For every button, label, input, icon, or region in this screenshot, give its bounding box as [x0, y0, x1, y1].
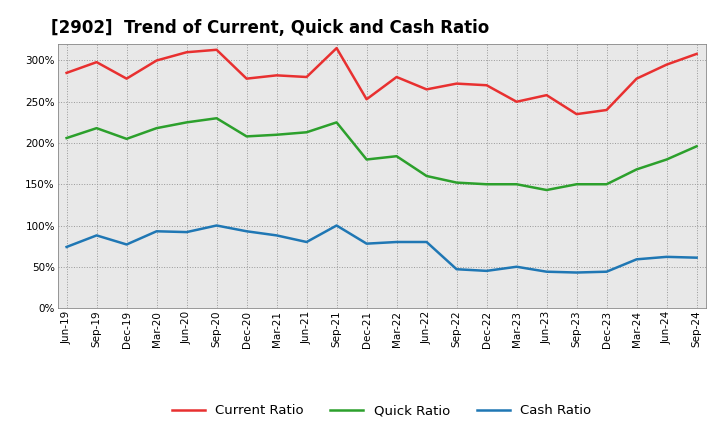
Current Ratio	[422, 87, 431, 92]
Current Ratio	[272, 73, 281, 78]
Quick Ratio	[662, 157, 671, 162]
Quick Ratio	[242, 134, 251, 139]
Cash Ratio	[153, 229, 161, 234]
Current Ratio	[632, 76, 641, 81]
Current Ratio	[62, 70, 71, 76]
Quick Ratio	[482, 182, 491, 187]
Cash Ratio	[242, 229, 251, 234]
Cash Ratio	[272, 233, 281, 238]
Cash Ratio	[122, 242, 131, 247]
Cash Ratio	[513, 264, 521, 269]
Quick Ratio	[632, 167, 641, 172]
Quick Ratio	[542, 187, 551, 193]
Current Ratio	[362, 97, 371, 102]
Cash Ratio	[392, 239, 401, 245]
Current Ratio	[92, 59, 101, 65]
Quick Ratio	[422, 173, 431, 179]
Quick Ratio	[153, 125, 161, 131]
Text: [2902]  Trend of Current, Quick and Cash Ratio: [2902] Trend of Current, Quick and Cash …	[51, 19, 490, 37]
Quick Ratio	[452, 180, 461, 185]
Cash Ratio	[362, 241, 371, 246]
Cash Ratio	[602, 269, 611, 275]
Line: Cash Ratio: Cash Ratio	[66, 225, 697, 272]
Quick Ratio	[212, 116, 221, 121]
Current Ratio	[542, 92, 551, 98]
Cash Ratio	[693, 255, 701, 260]
Line: Current Ratio: Current Ratio	[66, 48, 697, 114]
Current Ratio	[572, 111, 581, 117]
Cash Ratio	[662, 254, 671, 260]
Current Ratio	[482, 83, 491, 88]
Cash Ratio	[482, 268, 491, 274]
Current Ratio	[392, 74, 401, 80]
Current Ratio	[242, 76, 251, 81]
Quick Ratio	[513, 182, 521, 187]
Quick Ratio	[693, 143, 701, 149]
Cash Ratio	[632, 257, 641, 262]
Legend: Current Ratio, Quick Ratio, Cash Ratio: Current Ratio, Quick Ratio, Cash Ratio	[166, 399, 597, 423]
Current Ratio	[182, 50, 191, 55]
Quick Ratio	[392, 154, 401, 159]
Current Ratio	[153, 58, 161, 63]
Cash Ratio	[333, 223, 341, 228]
Quick Ratio	[362, 157, 371, 162]
Cash Ratio	[452, 267, 461, 272]
Cash Ratio	[92, 233, 101, 238]
Current Ratio	[122, 76, 131, 81]
Quick Ratio	[333, 120, 341, 125]
Quick Ratio	[182, 120, 191, 125]
Line: Quick Ratio: Quick Ratio	[66, 118, 697, 190]
Cash Ratio	[182, 230, 191, 235]
Current Ratio	[333, 45, 341, 51]
Quick Ratio	[272, 132, 281, 137]
Cash Ratio	[572, 270, 581, 275]
Quick Ratio	[602, 182, 611, 187]
Cash Ratio	[212, 223, 221, 228]
Current Ratio	[693, 51, 701, 56]
Quick Ratio	[572, 182, 581, 187]
Cash Ratio	[542, 269, 551, 275]
Current Ratio	[452, 81, 461, 86]
Quick Ratio	[62, 136, 71, 141]
Cash Ratio	[422, 239, 431, 245]
Current Ratio	[513, 99, 521, 104]
Quick Ratio	[122, 136, 131, 142]
Current Ratio	[302, 74, 311, 80]
Quick Ratio	[302, 130, 311, 135]
Current Ratio	[662, 62, 671, 67]
Current Ratio	[602, 107, 611, 113]
Cash Ratio	[62, 244, 71, 249]
Current Ratio	[212, 47, 221, 52]
Quick Ratio	[92, 125, 101, 131]
Cash Ratio	[302, 239, 311, 245]
